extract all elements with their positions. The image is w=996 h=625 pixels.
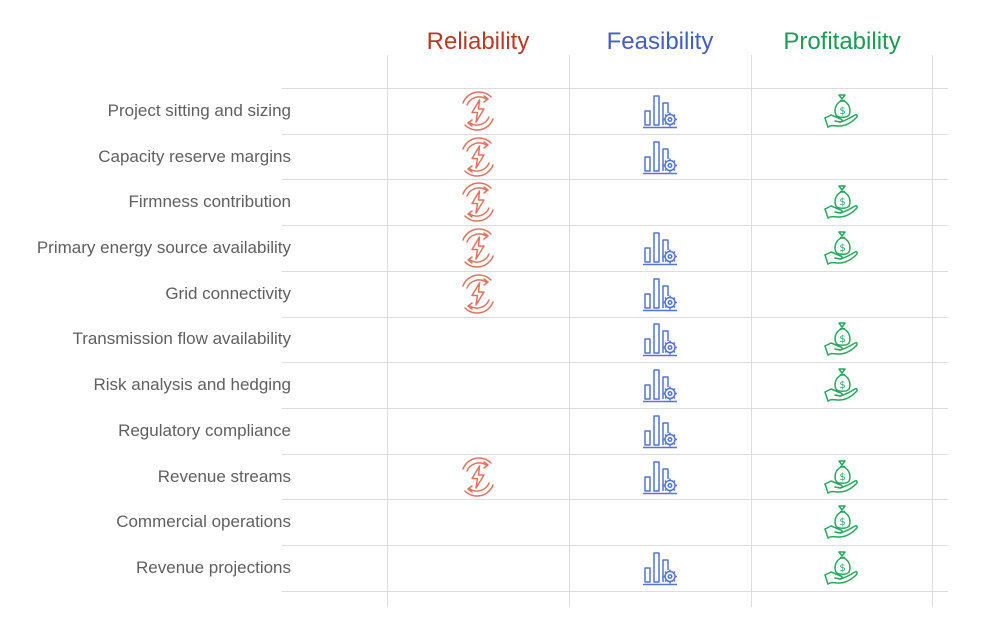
bar-chart-gear-icon: [640, 457, 680, 497]
bar-chart-gear-icon: [640, 91, 680, 131]
reliability-icon: [458, 91, 498, 131]
row-label: Project sitting and sizing: [107, 100, 291, 120]
money-hand-icon: $: [822, 457, 862, 497]
grid-line-vertical: [387, 55, 388, 607]
money-hand-icon: $: [822, 182, 862, 222]
row-label: Risk analysis and hedging: [93, 375, 291, 395]
grid-line-horizontal: [282, 453, 948, 455]
svg-text:$: $: [839, 243, 845, 254]
money-hand-icon: $: [822, 228, 862, 268]
reliability-icon: [458, 273, 498, 314]
grid-line-horizontal: [282, 225, 948, 227]
reliability-icon: [458, 136, 498, 177]
bar-chart-gear-icon: [640, 137, 680, 177]
svg-text:$: $: [839, 106, 845, 117]
grid-line-vertical: [569, 55, 570, 607]
grid-line-horizontal: [282, 133, 948, 135]
svg-text:$: $: [839, 517, 845, 528]
row-label: Revenue streams: [157, 466, 291, 486]
svg-text:$: $: [839, 380, 845, 391]
money-hand-icon: $: [822, 548, 862, 588]
row-label: Revenue projections: [136, 557, 291, 577]
svg-text:$: $: [839, 197, 845, 208]
row-label: Transmission flow availability: [72, 329, 291, 349]
grid-line-horizontal: [282, 499, 948, 501]
reliability-icon: [458, 228, 498, 268]
row-label: Grid connectivity: [165, 283, 291, 303]
reliability-icon: [458, 456, 498, 497]
bar-chart-gear-icon: [640, 411, 680, 451]
column-header-feasibility: Feasibility: [606, 28, 714, 55]
row-label: Regulatory compliance: [118, 420, 291, 440]
row-label: Firmness contribution: [128, 192, 291, 212]
grid-line-horizontal: [282, 316, 948, 318]
grid-line-horizontal: [282, 407, 948, 409]
bar-chart-gear-icon: [640, 548, 680, 588]
column-header-profitability: Profitability: [783, 28, 901, 55]
bar-chart-gear-icon: [640, 365, 680, 405]
svg-text:$: $: [839, 563, 845, 574]
money-hand-icon: $: [822, 319, 862, 359]
svg-text:$: $: [839, 334, 845, 345]
grid-line-vertical: [932, 55, 933, 607]
row-label: Primary energy source availability: [36, 238, 291, 257]
grid-line-horizontal: [282, 179, 948, 181]
svg-text:$: $: [839, 472, 845, 483]
money-hand-icon: $: [822, 365, 862, 405]
money-hand-icon: $: [822, 502, 862, 542]
grid-line-vertical: [751, 55, 752, 607]
grid-line-horizontal: [282, 590, 948, 592]
grid-line-horizontal: [282, 88, 948, 89]
row-label: Capacity reserve margins: [98, 146, 291, 166]
grid-line-horizontal: [282, 545, 948, 546]
bar-chart-gear-icon: [640, 274, 680, 314]
grid-line-horizontal: [282, 270, 948, 272]
money-hand-icon: $: [822, 91, 862, 131]
column-header-reliability: Reliability: [426, 28, 530, 55]
bar-chart-gear-icon: [640, 228, 680, 268]
reliability-icon: [458, 182, 498, 223]
row-label: Commercial operations: [116, 512, 291, 532]
grid-line-horizontal: [282, 362, 948, 364]
bar-chart-gear-icon: [640, 319, 680, 359]
